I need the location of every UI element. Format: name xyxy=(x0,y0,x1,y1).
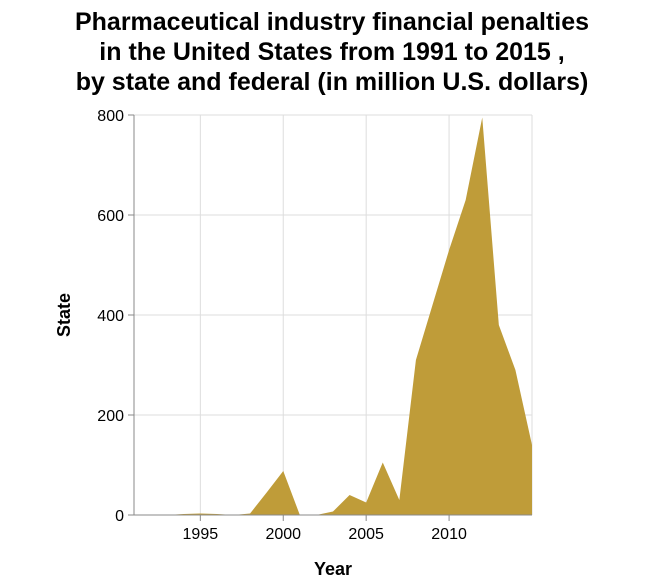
x-tick-label: 1995 xyxy=(183,526,219,543)
y-tick-label: 400 xyxy=(97,308,124,325)
title-line-3: by state and federal (in million U.S. do… xyxy=(76,68,589,96)
area-series xyxy=(134,117,532,515)
x-tick-label: 2010 xyxy=(431,526,467,543)
y-tick-label: 200 xyxy=(97,408,124,425)
y-tick-label: 0 xyxy=(115,508,124,525)
title-line-2: in the United States from 1991 to 2015 , xyxy=(99,38,564,66)
x-axis-label: Year xyxy=(314,559,352,579)
x-tick-label: 2000 xyxy=(265,526,301,543)
y-axis-ticks: 0 200 400 600 800 xyxy=(97,108,134,525)
x-tick-label: 2005 xyxy=(348,526,384,543)
y-tick-label: 800 xyxy=(97,108,124,125)
area-fill xyxy=(134,117,532,515)
chart-title: Pharmaceutical industry financial penalt… xyxy=(75,8,589,96)
y-tick-label: 600 xyxy=(97,208,124,225)
y-axis-label: State xyxy=(54,293,74,337)
title-line-1: Pharmaceutical industry financial penalt… xyxy=(75,8,589,36)
x-axis-ticks: 1995 2000 2005 2010 xyxy=(183,515,467,543)
